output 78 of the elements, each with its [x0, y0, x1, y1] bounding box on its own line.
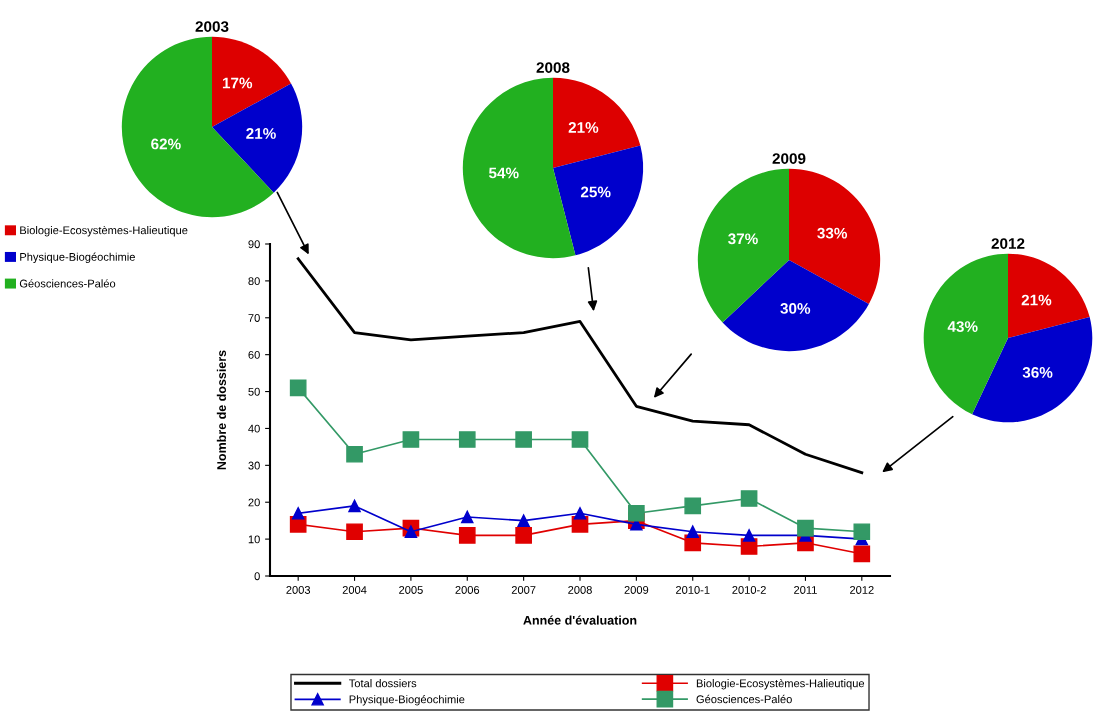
point [684, 497, 702, 515]
point [291, 507, 305, 520]
point [853, 523, 871, 541]
point [348, 499, 361, 513]
data-label: 37% [728, 233, 758, 245]
y-tick-label: 60 [248, 350, 260, 359]
x-tick-label: 2003 [286, 586, 311, 594]
point [289, 379, 307, 397]
pie-slice [121, 36, 274, 218]
pie-slice [722, 260, 869, 352]
legend-label: Biologie-Ecosystèmes-Halieutique [696, 678, 865, 690]
data-label: 21% [568, 122, 599, 133]
x-tick-label: 2009 [624, 586, 649, 594]
legend-label: Géosciences-Paléo [19, 279, 116, 288]
legend-label: Biologie-Ecosystèmes-Halieutique [20, 225, 188, 237]
point [404, 525, 418, 538]
y-tick-label: 70 [248, 314, 260, 322]
pie-slice [212, 36, 292, 127]
point [517, 514, 530, 527]
data-label: 62% [151, 138, 181, 150]
y-tick-label: 10 [248, 535, 260, 544]
point [571, 431, 589, 448]
chart-title: 2003 [195, 21, 229, 32]
pie-slice [789, 168, 881, 304]
point [853, 545, 871, 563]
data-label: 21% [246, 128, 276, 139]
point [515, 431, 532, 448]
point [742, 529, 756, 542]
point [573, 507, 587, 520]
legend-label: Physique-Biogéochimie [349, 695, 465, 706]
point [797, 519, 814, 537]
pie-slice [923, 253, 1008, 415]
point [628, 504, 645, 522]
y-tick-label: 90 [248, 240, 260, 249]
point [740, 490, 758, 507]
chart-title: 2008 [536, 62, 570, 73]
point [515, 527, 532, 544]
data-label: 21% [1021, 294, 1052, 306]
x-axis-title: Année d'évaluation [523, 615, 637, 625]
point [346, 523, 363, 541]
data-label: 54% [488, 167, 519, 179]
x-tick-label: 2008 [568, 586, 592, 594]
pie-slice [553, 145, 644, 256]
y-tick-label: 30 [248, 461, 260, 470]
x-tick-label: 2012 [850, 586, 874, 594]
data-label: 25% [580, 186, 611, 198]
data-label: 43% [947, 321, 978, 333]
x-tick-label: 2007 [511, 586, 536, 594]
chart-title: 2009 [772, 153, 806, 164]
legend-label: Total dossiers [349, 679, 417, 688]
y-axis-title: Nombre de dossiers [216, 350, 226, 470]
y-tick-label: 20 [248, 498, 260, 507]
point [402, 431, 420, 448]
legend-label: Géosciences-Paléo [696, 694, 792, 704]
data-label: 33% [817, 227, 848, 239]
pie-slice [553, 77, 641, 168]
data-label: 30% [780, 303, 811, 314]
point [458, 527, 476, 544]
pie-slice [1008, 253, 1090, 338]
x-tick-label: 2004 [342, 586, 367, 594]
y-tick-label: 0 [254, 572, 260, 581]
point [458, 431, 476, 448]
y-tick-label: 40 [248, 424, 260, 433]
legend-label: Physique-Biogéochimie [20, 252, 135, 264]
x-tick-label: 2006 [455, 586, 480, 594]
y-tick-label: 80 [248, 277, 260, 286]
x-tick-label: 2010-2 [732, 586, 766, 594]
data-label: 36% [1022, 367, 1053, 378]
line-series [296, 257, 864, 475]
x-tick-label: 2010-1 [675, 586, 710, 594]
point [686, 525, 699, 538]
x-tick-label: 2011 [794, 586, 817, 594]
y-tick-label: 50 [248, 387, 260, 396]
x-tick-label: 2005 [399, 586, 423, 594]
data-label: 17% [222, 77, 253, 89]
point [461, 510, 474, 524]
chart-title: 2012 [991, 238, 1025, 249]
point [346, 445, 363, 463]
